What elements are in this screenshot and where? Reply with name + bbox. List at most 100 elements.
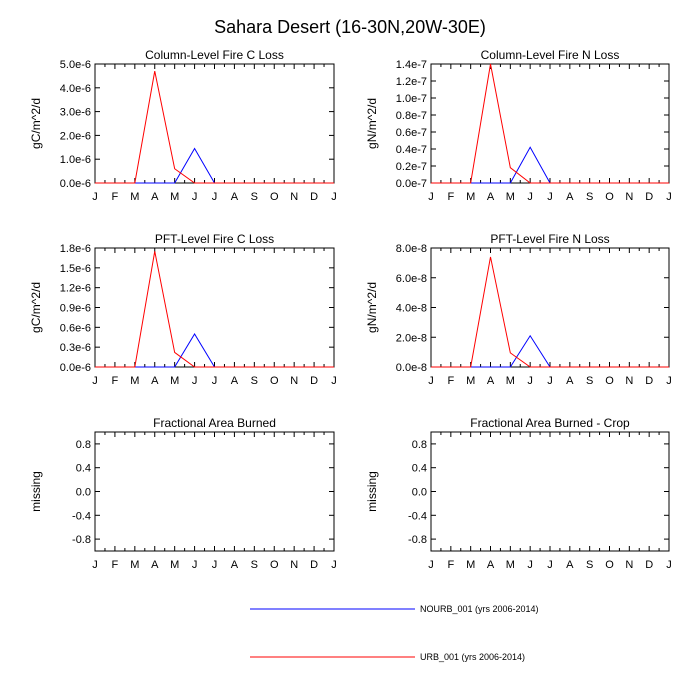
legend-label: URB_001 (yrs 2006-2014) <box>420 652 525 662</box>
x-tick-label: J <box>666 559 672 571</box>
panel-title: Column-Level Fire C Loss <box>145 48 284 62</box>
x-tick-label: M <box>130 375 139 387</box>
x-tick-label: M <box>506 191 515 203</box>
x-tick-label: J <box>666 375 672 387</box>
x-tick-label: M <box>466 191 475 203</box>
x-tick-label: N <box>625 559 633 571</box>
y-tick-label: 0.8 <box>76 439 91 451</box>
x-tick-label: J <box>92 375 98 387</box>
y-tick-label: 1.0e-6 <box>60 154 91 166</box>
plot-frame <box>94 431 335 552</box>
series-line <box>95 251 334 368</box>
x-tick-label: J <box>92 191 98 203</box>
x-tick-label: M <box>170 375 179 387</box>
x-tick-label: D <box>310 191 318 203</box>
y-tick-label: 0.0e-6 <box>60 362 91 374</box>
y-tick-label: 0.0 <box>76 487 91 499</box>
legend-label: NOURB_001 (yrs 2006-2014) <box>420 604 539 614</box>
y-tick-label: 0.4 <box>76 463 91 475</box>
x-tick-label: M <box>506 559 515 571</box>
x-tick-label: A <box>487 559 495 571</box>
x-tick-label: A <box>151 559 159 571</box>
y-tick-label: 0.0e-8 <box>396 362 427 374</box>
x-tick-label: J <box>428 375 434 387</box>
x-tick-label: J <box>212 559 218 571</box>
plot-frame <box>430 431 670 552</box>
x-tick-label: O <box>270 191 279 203</box>
x-tick-label: O <box>605 559 614 571</box>
x-tick-label: N <box>290 559 298 571</box>
x-tick-label: J <box>331 375 337 387</box>
x-tick-label: N <box>290 191 298 203</box>
x-tick-label: S <box>251 559 258 571</box>
y-tick-label: 0.4e-7 <box>396 144 427 156</box>
panel-title: PFT-Level Fire C Loss <box>155 232 274 246</box>
x-tick-label: S <box>251 191 258 203</box>
x-tick-label: A <box>231 191 239 203</box>
y-tick-label: 8.0e-8 <box>396 243 427 255</box>
x-tick-label: J <box>666 191 672 203</box>
series-line <box>95 147 334 184</box>
x-tick-label: D <box>310 559 318 571</box>
y-axis-label: gN/m^2/d <box>365 282 379 333</box>
x-tick-label: J <box>331 191 337 203</box>
y-tick-label: 1.5e-6 <box>60 263 91 275</box>
legend: NOURB_001 (yrs 2006-2014) URB_001 (yrs 20… <box>250 604 539 662</box>
x-tick-label: J <box>547 191 553 203</box>
x-tick-label: M <box>130 559 139 571</box>
x-tick-label: J <box>547 559 553 571</box>
y-tick-label: 6.0e-8 <box>396 273 427 285</box>
y-tick-label: 1.2e-7 <box>396 76 427 88</box>
figure-title: Sahara Desert (16-30N,20W-30E) <box>214 17 486 37</box>
x-tick-label: J <box>547 375 553 387</box>
x-tick-label: S <box>586 559 593 571</box>
x-tick-label: M <box>170 191 179 203</box>
x-tick-label: F <box>447 191 454 203</box>
x-tick-label: M <box>506 375 515 387</box>
y-tick-label: 0.8 <box>412 439 427 451</box>
panel-title: Fractional Area Burned - Crop <box>470 416 630 430</box>
x-tick-label: O <box>270 559 279 571</box>
x-tick-label: N <box>290 375 298 387</box>
y-tick-label: 4.0e-6 <box>60 83 91 95</box>
y-tick-label: 0.9e-6 <box>60 303 91 315</box>
y-tick-label: 0.3e-6 <box>60 342 91 354</box>
plot-frame <box>430 247 670 368</box>
x-tick-label: M <box>130 191 139 203</box>
y-tick-label: 3.0e-6 <box>60 107 91 119</box>
x-tick-label: A <box>151 375 159 387</box>
x-tick-label: A <box>566 559 574 571</box>
y-tick-label: 0.6e-7 <box>396 127 427 139</box>
x-tick-label: D <box>645 375 653 387</box>
y-tick-label: 2.0e-8 <box>396 332 427 344</box>
x-tick-label: J <box>428 559 434 571</box>
y-tick-label: 0.0e-6 <box>60 178 91 190</box>
y-axis-label: gC/m^2/d <box>29 282 43 333</box>
y-tick-label: 0.8e-7 <box>396 110 427 122</box>
y-axis-label: missing <box>365 471 379 512</box>
y-tick-label: 0.2e-7 <box>396 161 427 173</box>
series-line <box>431 256 669 368</box>
x-tick-label: J <box>527 375 533 387</box>
y-axis-label: missing <box>29 471 43 512</box>
panel-title: PFT-Level Fire N Loss <box>490 232 609 246</box>
y-tick-label: 1.0e-7 <box>396 93 427 105</box>
x-tick-label: A <box>566 375 574 387</box>
x-tick-label: J <box>527 191 533 203</box>
plot-frame <box>94 63 335 184</box>
x-tick-label: F <box>112 375 119 387</box>
x-tick-label: F <box>447 559 454 571</box>
x-tick-label: N <box>625 191 633 203</box>
x-tick-label: F <box>447 375 454 387</box>
x-tick-label: A <box>151 191 159 203</box>
x-tick-label: O <box>605 375 614 387</box>
y-axis-label: gC/m^2/d <box>29 98 43 149</box>
